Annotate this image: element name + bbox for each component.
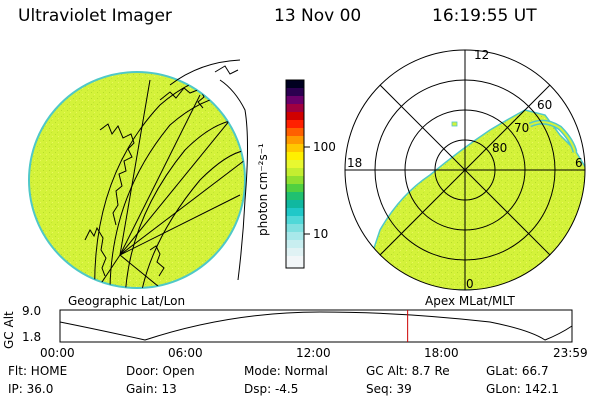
info-glon: GLon: 142.1 — [486, 382, 559, 396]
colorbar-tick-10: 10 — [313, 227, 329, 241]
mlt-label-6: 6 — [575, 156, 583, 170]
mlat-label-70: 70 — [514, 121, 530, 135]
colorbar-tick-100: 100 — [313, 140, 336, 154]
instrument-title: Ultraviolet Imager — [18, 6, 172, 26]
right-panel-caption: Apex MLat/MLT — [425, 294, 515, 308]
info-gcalt: GC Alt: 8.7 Re — [366, 364, 450, 378]
mlat-label-80: 80 — [492, 141, 508, 155]
info-glat: GLat: 66.7 — [486, 364, 549, 378]
info-gain: Gain: 13 — [126, 382, 177, 396]
info-dsp: Dsp: -4.5 — [244, 382, 299, 396]
altitude-xtick-4: 23:59 — [553, 346, 588, 360]
colorbar-unit-label: photon cm⁻²s⁻¹ — [256, 143, 270, 236]
altitude-xtick-2: 12:00 — [296, 346, 331, 360]
mlt-label-0: 0 — [466, 277, 474, 291]
altitude-xtick-0: 00:00 — [40, 346, 75, 360]
info-flt: Flt: HOME — [8, 364, 68, 378]
altitude-ytick-top: 9.0 — [22, 304, 42, 318]
date-label: 13 Nov 00 — [274, 6, 362, 26]
mlt-label-18: 18 — [347, 156, 363, 170]
altitude-xtick-1: 06:00 — [168, 346, 203, 360]
altitude-plot — [59, 309, 573, 343]
mlt-label-12: 12 — [474, 48, 490, 62]
polar-image — [344, 49, 586, 291]
altitude-ytick-bottom: 1.8 — [22, 330, 42, 344]
left-panel-caption: Geographic Lat/Lon — [68, 294, 186, 308]
colorbar — [285, 79, 310, 269]
altitude-xtick-3: 18:00 — [424, 346, 459, 360]
mlat-label-60: 60 — [537, 98, 553, 112]
info-door: Door: Open — [126, 364, 195, 378]
altitude-ylabel: GC Alt — [2, 311, 16, 349]
geographic-image — [28, 59, 248, 289]
info-mode: Mode: Normal — [244, 364, 328, 378]
info-ip: IP: 36.0 — [8, 382, 54, 396]
time-label: 16:19:55 UT — [432, 6, 537, 26]
info-seq: Seq: 39 — [366, 382, 412, 396]
